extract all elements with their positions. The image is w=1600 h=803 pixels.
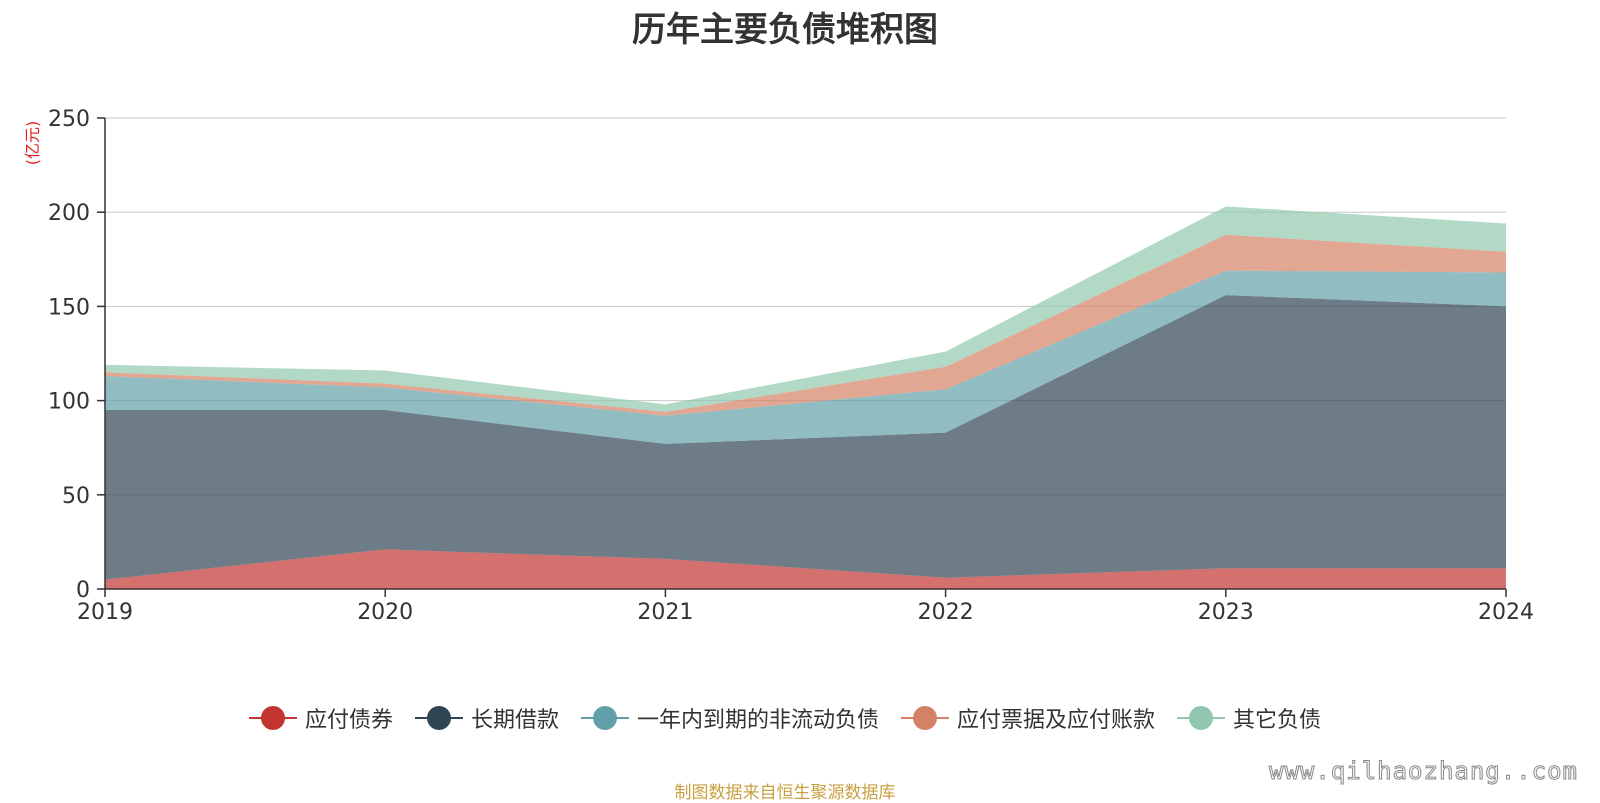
y-unit-label: (亿元): [23, 121, 42, 166]
area-series-3: [105, 270, 1506, 444]
y-tick-label: 250: [48, 107, 90, 132]
x-tick-label: 2023: [1198, 600, 1254, 625]
axes: [104, 118, 1506, 590]
legend-marker-icon: [414, 706, 463, 730]
x-tick-label: 2022: [918, 600, 974, 625]
area-series: [105, 206, 1506, 589]
y-tick-label: 200: [48, 201, 90, 226]
x-tick-label: 2020: [357, 600, 413, 625]
legend-item-4[interactable]: 应付票据及应付账款: [901, 702, 1155, 734]
area-series-5: [105, 206, 1506, 412]
chart-title: 历年主要负债堆积图: [632, 10, 938, 50]
legend-label: 应付票据及应付账款: [957, 708, 1156, 733]
source-note: 制图数据来自恒生聚源数据库: [674, 783, 896, 803]
legend-marker-icon: [1177, 706, 1226, 730]
tick-labels: 0 50 100 150 200 250 2019 2020 2021 2022 2023 2024: [48, 107, 1534, 625]
y-tick-label: 50: [62, 484, 90, 509]
area-series-2: [105, 295, 1506, 580]
legend-item-3[interactable]: 一年内到期的非流动负债: [580, 702, 879, 734]
legend-marker-icon: [248, 706, 297, 730]
area-series-4: [105, 234, 1506, 416]
legend-label: 应付债券: [304, 708, 393, 733]
legend-marker-icon: [901, 706, 949, 730]
y-tick-label: 100: [48, 390, 90, 415]
x-tick-label: 2019: [77, 600, 133, 625]
legend-label: 一年内到期的非流动负债: [636, 708, 879, 733]
chart-legend: 应付债券 长期借款 一年内到期的非流动负债 应付票据及应付账款 其它负债: [0, 700, 1570, 736]
watermark: www.qilhaozhang..com: [1269, 757, 1578, 786]
legend-item-2[interactable]: 长期借款: [414, 702, 559, 734]
legend-label: 其它负债: [1233, 708, 1322, 733]
legend-marker-icon: [580, 706, 629, 730]
y-tick-label: 150: [48, 295, 90, 320]
legend-item-1[interactable]: 应付债券: [248, 702, 393, 734]
legend-item-5[interactable]: 其它负债: [1177, 702, 1321, 734]
legend-label: 长期借款: [470, 708, 559, 733]
area-series-1: [105, 549, 1506, 589]
x-tick-label: 2024: [1478, 600, 1534, 625]
y-tick-label: 0: [76, 578, 90, 603]
x-tick-label: 2021: [637, 600, 693, 625]
